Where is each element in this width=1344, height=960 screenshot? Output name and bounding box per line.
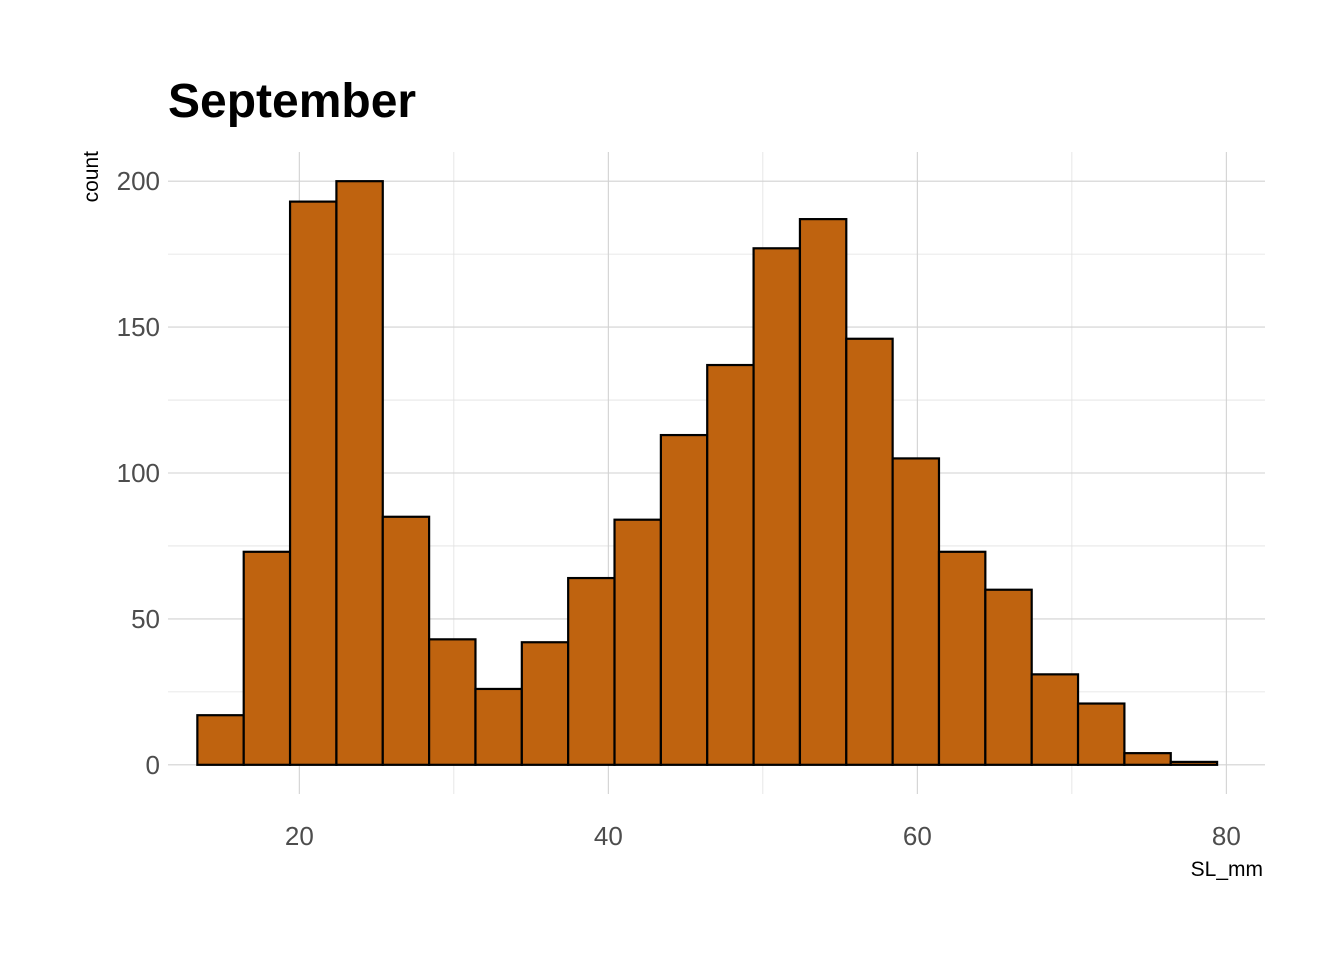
histogram-bar — [1169, 760, 1219, 766]
histogram-bar — [659, 433, 709, 766]
histogram-bar — [474, 687, 523, 766]
histogram-bar — [1030, 673, 1080, 766]
y-tick-label: 150 — [117, 312, 160, 342]
histogram-bar — [196, 714, 245, 766]
histogram-bar — [798, 218, 848, 766]
histogram-bar — [613, 518, 662, 766]
y-axis-title: count — [80, 151, 103, 203]
histogram-bar — [1123, 752, 1172, 766]
histogram-bar — [706, 363, 755, 766]
histogram-bar — [845, 337, 894, 766]
y-tick-label: 0 — [146, 750, 160, 780]
histogram-bar — [335, 180, 384, 766]
histogram-bar — [520, 641, 570, 766]
histogram-bar — [428, 638, 477, 766]
x-tick-label: 40 — [594, 821, 623, 851]
y-tick-label: 50 — [131, 604, 160, 634]
x-tick-label: 20 — [285, 821, 314, 851]
x-tick-label: 80 — [1212, 821, 1241, 851]
tick-labels: 20 40 60 80 0 50 100 150 200 — [117, 166, 1241, 851]
histogram-bar — [891, 457, 941, 766]
histogram-bar — [984, 588, 1033, 766]
y-tick-label: 200 — [117, 166, 160, 196]
histogram-bar — [381, 515, 431, 766]
histogram-bar — [567, 576, 616, 766]
histogram-bar — [752, 247, 802, 766]
histogram-bar — [242, 550, 292, 766]
x-tick-label: 60 — [903, 821, 932, 851]
histogram-bar — [937, 550, 987, 766]
chart-title: September — [168, 75, 416, 128]
histogram-bar — [1076, 702, 1126, 766]
y-tick-label: 100 — [117, 458, 160, 488]
histogram-bar — [288, 200, 338, 766]
bars — [196, 180, 1219, 766]
x-axis-title: SL_mm — [1191, 858, 1263, 881]
